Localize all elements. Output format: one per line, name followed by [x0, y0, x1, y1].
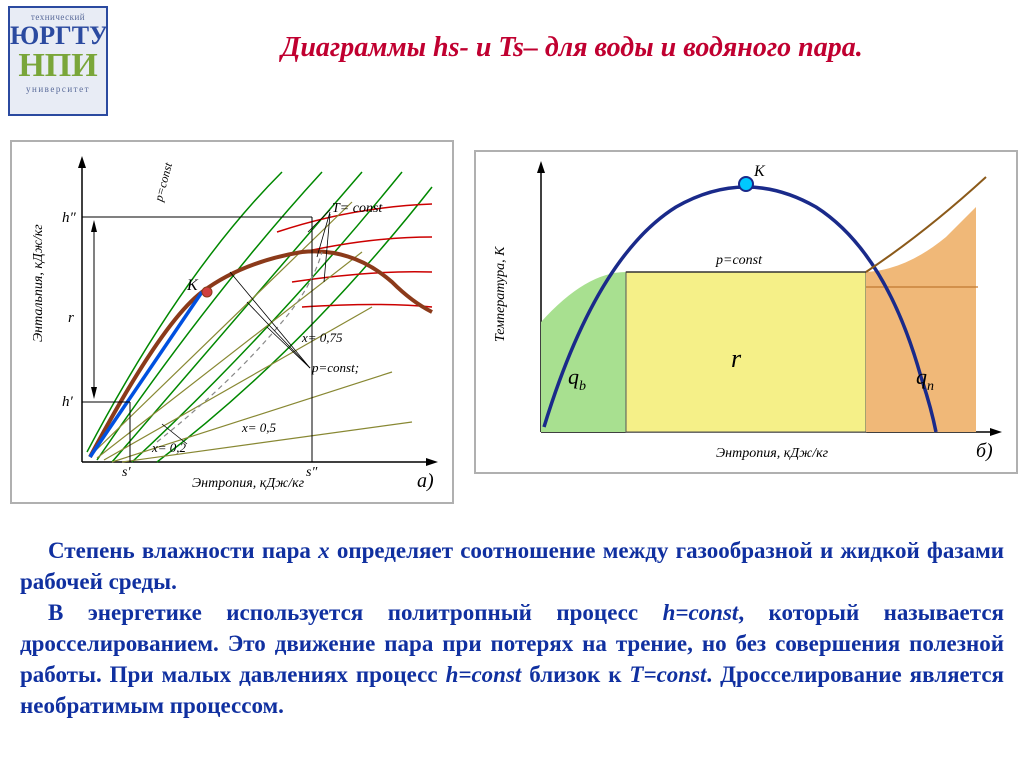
svg-text:K: K	[753, 163, 766, 180]
logo-bottom-text: университет	[10, 84, 106, 94]
hs-diagram: Энтальпия, кДж/кг Энтропия, кДж/кг p=con…	[10, 140, 454, 504]
ts-diagram: Температура, К Энтропия, кДж/кг p=const …	[474, 150, 1018, 474]
page-title: Диаграммы hs- и Ts– для воды и водяного …	[130, 32, 1014, 64]
ts-svg: Температура, К Энтропия, кДж/кг p=const …	[476, 152, 1016, 472]
svg-text:s′: s′	[122, 465, 131, 480]
svg-text:K: K	[186, 277, 199, 294]
svg-text:p=const: p=const	[151, 160, 175, 203]
body-text: Степень влажности пара x определяет соот…	[20, 535, 1004, 721]
diagram-row: Энтальпия, кДж/кг Энтропия, кДж/кг p=con…	[10, 140, 1014, 520]
logo-line2: НПИ	[10, 50, 106, 82]
svg-text:а): а)	[417, 470, 434, 492]
svg-text:Энтропия, кДж/кг: Энтропия, кДж/кг	[716, 446, 829, 461]
svg-text:p=const;: p=const;	[311, 360, 359, 375]
svg-text:h″: h″	[62, 210, 77, 226]
svg-text:s″: s″	[306, 465, 317, 480]
svg-text:б): б)	[976, 440, 993, 462]
svg-text:x= 0,5: x= 0,5	[241, 420, 277, 435]
svg-text:h′: h′	[62, 394, 74, 410]
institution-logo: технический ЮРГТУ НПИ университет	[8, 6, 108, 116]
svg-text:Температура, К: Температура, К	[493, 246, 508, 342]
svg-text:r: r	[731, 344, 742, 373]
svg-text:T= const: T= const	[332, 201, 383, 216]
hs-svg: Энтальпия, кДж/кг Энтропия, кДж/кг p=con…	[12, 142, 452, 502]
logo-line1: ЮРГТУ	[10, 22, 106, 50]
svg-text:Энтальпия, кДж/кг: Энтальпия, кДж/кг	[31, 224, 46, 342]
svg-text:Энтропия, кДж/кг: Энтропия, кДж/кг	[192, 476, 305, 491]
svg-text:x= 0,75: x= 0,75	[301, 330, 343, 345]
svg-text:x= 0,2: x= 0,2	[151, 440, 187, 455]
svg-text:p=const: p=const	[715, 253, 763, 268]
svg-text:r: r	[68, 310, 74, 326]
